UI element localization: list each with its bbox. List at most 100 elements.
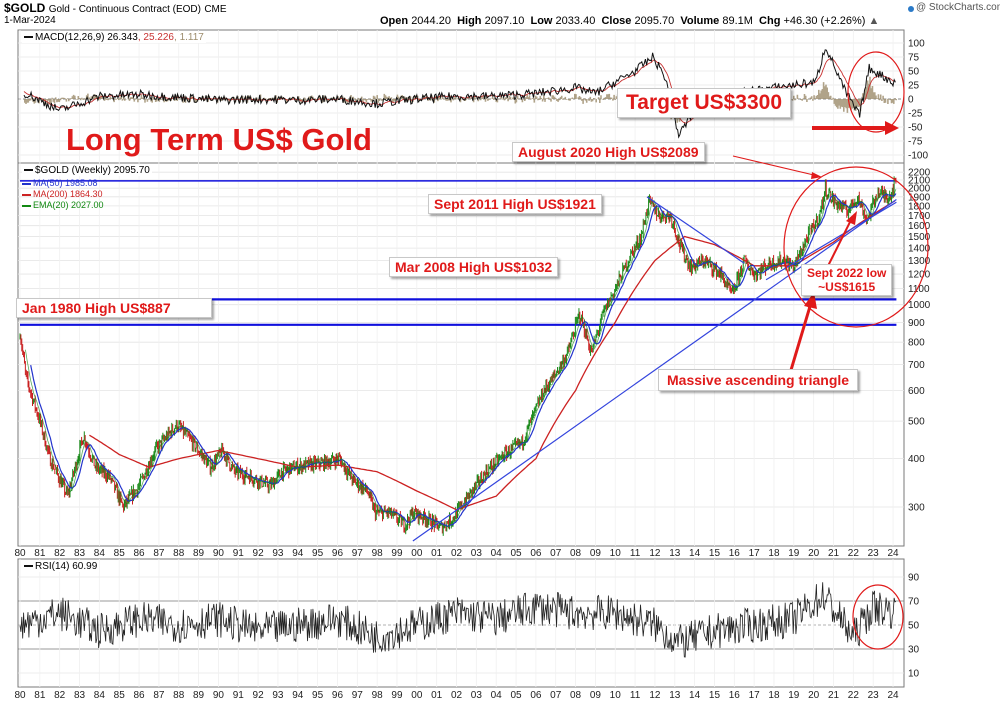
price-tick-label: 2200 <box>908 168 931 179</box>
jan1980-label: Jan 1980 High US$887 <box>16 298 212 318</box>
year-label: 81 <box>34 690 46 701</box>
macd-tick-label: -50 <box>908 123 923 134</box>
target-arrow-head <box>885 121 899 135</box>
macd-circle <box>847 51 905 133</box>
price-tick-label: 2100 <box>908 176 931 187</box>
rsi-swatch <box>24 565 33 568</box>
year-label: 11 <box>630 690 641 701</box>
year-label: 88 <box>173 690 185 701</box>
uptrend-support-line <box>412 199 897 542</box>
year-label: 82 <box>54 690 66 701</box>
year-label: 90 <box>213 548 225 559</box>
year-label: 85 <box>114 690 126 701</box>
year-label: 84 <box>94 548 106 559</box>
macd-tick-label: 25 <box>908 81 920 92</box>
year-label: 24 <box>887 548 899 559</box>
year-label: 22 <box>848 690 860 701</box>
year-label: 16 <box>729 690 741 701</box>
year-label: 83 <box>74 690 86 701</box>
year-label: 12 <box>649 690 661 701</box>
symbol: $GOLD <box>4 1 46 15</box>
year-label: 22 <box>848 548 860 559</box>
price-tick-label: 1100 <box>908 284 930 295</box>
x-axis-labels: 80 80 81 81 82 82 83 83 84 84 85 85 86 86 87 87 88 88 89 89… <box>14 548 899 701</box>
macd-tick-label: 50 <box>908 67 920 78</box>
year-label: 88 <box>173 548 185 559</box>
rsi-tick-label: 10 <box>908 669 920 680</box>
year-label: 18 <box>768 548 780 559</box>
year-label: 95 <box>312 690 324 701</box>
low-label: Low <box>530 15 553 27</box>
ema20-swatch <box>22 204 31 207</box>
grid-lines <box>18 30 904 687</box>
year-label: 08 <box>570 690 582 701</box>
macd-tick-label: -100 <box>908 151 928 162</box>
year-label: 04 <box>491 690 503 701</box>
year-label: 80 <box>14 690 26 701</box>
year-label: 14 <box>689 690 701 701</box>
year-label: 21 <box>828 690 840 701</box>
year-label: 08 <box>570 548 582 559</box>
price-swatch <box>24 169 33 172</box>
price-tick-label: 800 <box>908 338 925 349</box>
price-tick-label: 1800 <box>908 201 931 212</box>
year-label: 85 <box>114 548 126 559</box>
price-tick-label: 1500 <box>908 232 931 243</box>
sept2022-label-line2: ~US$1615 <box>818 280 876 294</box>
year-label: 98 <box>372 548 384 559</box>
year-label: 83 <box>74 548 86 559</box>
date: 1-Mar-2024 <box>4 15 56 26</box>
main-title: Long Term US$ Gold <box>66 122 372 157</box>
sept2022-label-line1: Sept 2022 low <box>807 266 887 280</box>
instrument-name: Gold - Continuous Contract (EOD) <box>48 4 201 15</box>
year-label: 87 <box>153 690 165 701</box>
year-label: 21 <box>828 548 840 559</box>
sept2022-label: Sept 2022 low ~US$1615 <box>801 264 893 296</box>
year-label: 02 <box>451 548 463 559</box>
year-label: 10 <box>610 690 622 701</box>
price-tick-label: 300 <box>908 503 925 514</box>
triangle-pointer-head <box>804 292 817 309</box>
year-label: 92 <box>253 548 265 559</box>
year-label: 23 <box>868 548 880 559</box>
high-value: 2097.10 <box>484 15 525 27</box>
year-label: 20 <box>808 690 820 701</box>
year-label: 93 <box>272 548 284 559</box>
mar2008-label: Mar 2008 High US$1032 <box>389 257 559 277</box>
macd-tick-label: 75 <box>908 53 920 64</box>
ma50-line <box>30 193 897 527</box>
ma50-swatch <box>22 182 31 185</box>
close-label: Close <box>601 15 632 27</box>
year-label: 80 <box>14 548 26 559</box>
macd-tick-label: 100 <box>908 39 925 50</box>
ema20-legend: EMA(20) 2027.00 <box>33 200 104 210</box>
exchange: CME <box>204 4 227 15</box>
price-tick-label: 700 <box>908 360 925 371</box>
year-label: 98 <box>372 690 384 701</box>
year-label: 12 <box>649 548 661 559</box>
year-label: 16 <box>729 548 741 559</box>
triangle-lower-line <box>765 201 897 281</box>
aug2020-label: August 2020 High US$2089 <box>512 142 705 162</box>
ema20-line <box>25 188 897 528</box>
macd-signal-value: 25.226 <box>143 32 174 43</box>
year-label: 00 <box>411 690 423 701</box>
year-label: 95 <box>312 548 324 559</box>
year-label: 07 <box>550 690 562 701</box>
year-label: 03 <box>471 548 483 559</box>
year-label: 14 <box>689 548 701 559</box>
year-label: 96 <box>332 548 344 559</box>
price-tick-label: 1700 <box>908 211 931 222</box>
ma50-legend: MA(50) 1985.08 <box>33 178 98 188</box>
open-label: Open <box>380 15 409 27</box>
year-label: 06 <box>530 690 542 701</box>
year-label: 91 <box>233 548 245 559</box>
year-label: 13 <box>669 690 681 701</box>
rsi-circle <box>852 584 904 650</box>
year-label: 99 <box>391 548 403 559</box>
triangle-label: Massive ascending triangle <box>658 369 859 391</box>
year-label: 84 <box>94 690 106 701</box>
sept2022-pointer <box>827 217 853 267</box>
triangle-pointer <box>789 302 813 371</box>
price-tick-label: 600 <box>908 386 925 397</box>
